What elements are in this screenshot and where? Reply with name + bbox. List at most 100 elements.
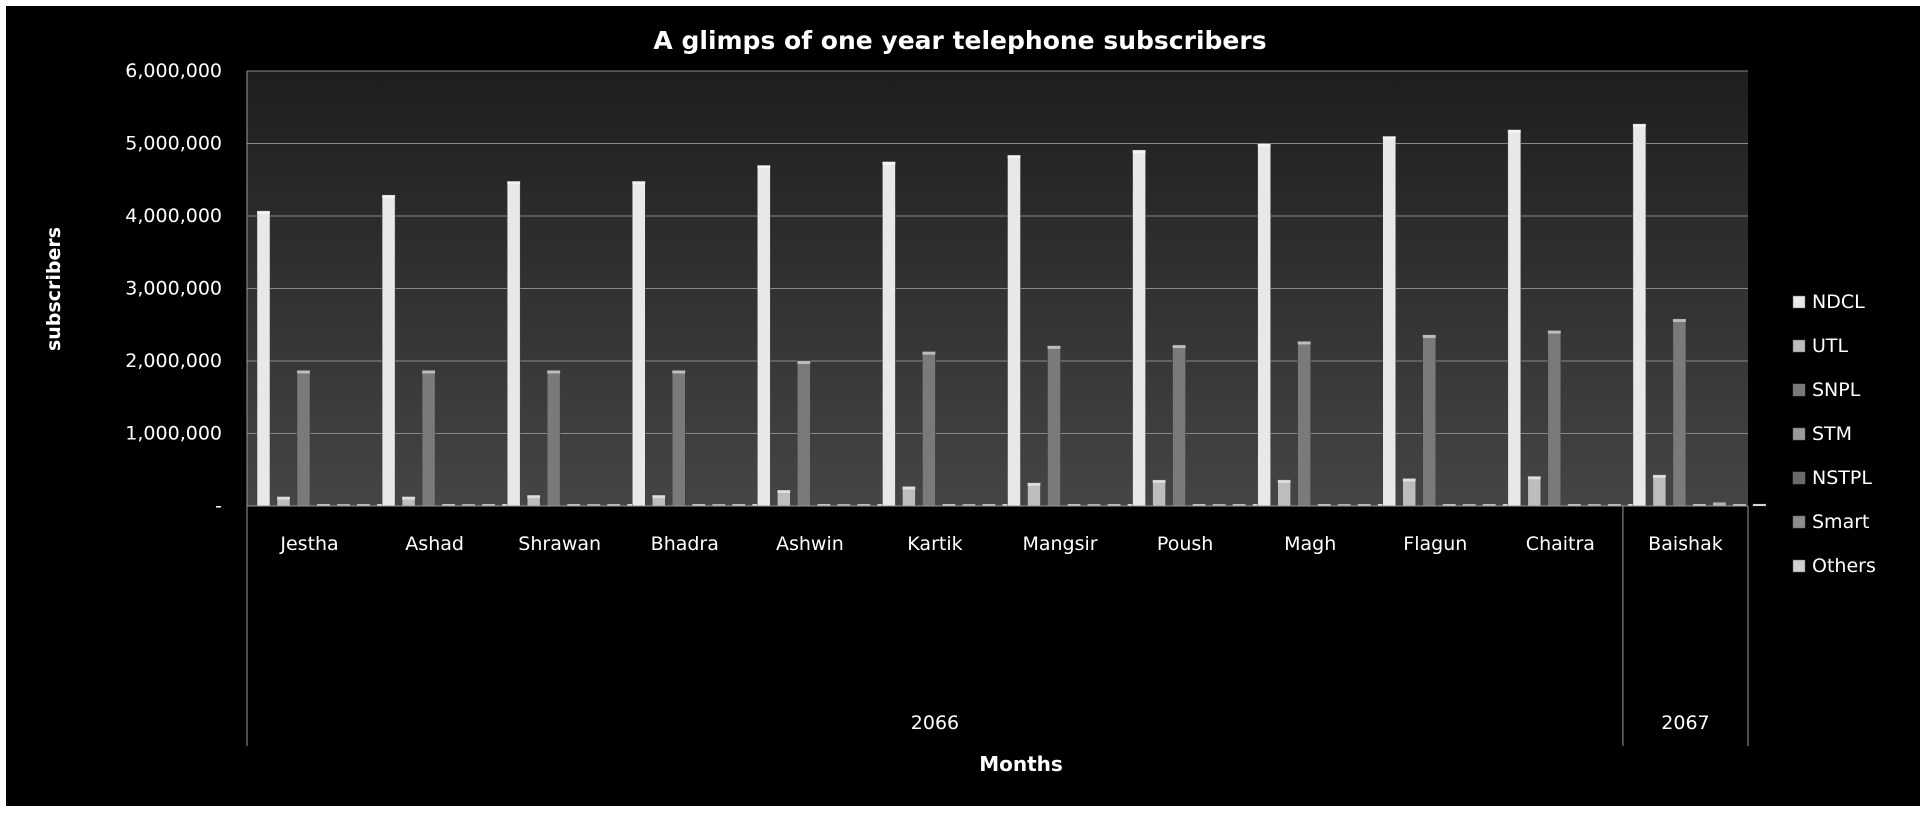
- bar-cap: [1172, 345, 1186, 349]
- x-tick-label: Ashad: [405, 533, 464, 555]
- bar-ndcl-bhadra: [632, 180, 646, 507]
- bars: [256, 123, 1767, 507]
- bar-cap: [442, 504, 456, 506]
- bar-cap: [962, 504, 976, 506]
- bar-cap: [567, 504, 581, 506]
- bar-cap: [1442, 504, 1456, 506]
- x-group-label: 2066: [911, 712, 959, 734]
- bar-cap: [1402, 478, 1416, 482]
- x-tick-label: Kartik: [907, 533, 962, 555]
- bar-snpl-flagun: [1422, 334, 1436, 507]
- bar-cap: [1047, 345, 1061, 349]
- bar-cap: [1587, 504, 1601, 506]
- bar-snpl-poush: [1172, 344, 1186, 507]
- bar-utl-poush: [1152, 479, 1166, 507]
- y-axis-ticks: - 1,000,000 2,000,000 3,000,000 4,000,000 5,0…: [125, 60, 248, 517]
- bar-cap: [1232, 504, 1246, 506]
- bar-cap: [1257, 143, 1271, 147]
- legend-swatch-stm: [1792, 427, 1806, 441]
- bar-cap: [1632, 123, 1646, 127]
- chart-title: A glimps of one year telephone subscribe…: [653, 26, 1266, 55]
- x-tick-label: Poush: [1157, 533, 1213, 555]
- bar-cap: [982, 504, 996, 506]
- bar-snpl-ashad: [421, 370, 436, 507]
- x-tick-label: Flagun: [1403, 533, 1467, 555]
- bar-cap: [1482, 504, 1496, 506]
- bar-ndcl-jestha: [256, 210, 271, 507]
- bar-ndcl-chaitra: [1507, 129, 1522, 507]
- x-tick-label: Shrawan: [518, 533, 601, 555]
- bar-cap: [1152, 479, 1166, 483]
- bar-cap: [1027, 482, 1041, 486]
- legend-label-nstpl: NSTPL: [1812, 467, 1872, 489]
- x-tick-label: Bhadra: [651, 533, 719, 555]
- bar-cap: [462, 504, 476, 506]
- bar-snpl-baishak: [1672, 318, 1687, 507]
- legend-label-ndcl: NDCL: [1812, 291, 1865, 313]
- legend-label-stm: STM: [1812, 423, 1852, 445]
- bar-cap: [1297, 341, 1311, 345]
- legend-swatch-nstpl: [1792, 471, 1806, 485]
- bar-snpl-magh: [1297, 341, 1311, 507]
- bar-snpl-kartik: [922, 351, 936, 507]
- bar-cap: [257, 210, 270, 214]
- bar-cap: [607, 504, 621, 506]
- y-axis-label: subscribers: [43, 227, 65, 351]
- bar-cap: [1672, 318, 1686, 322]
- bar-ndcl-poush: [1132, 149, 1146, 507]
- bar-cap: [817, 504, 831, 506]
- bar-cap: [1752, 504, 1766, 506]
- bar-cap: [1007, 155, 1021, 159]
- bar-snpl-chaitra: [1547, 330, 1562, 507]
- bar-cap: [1087, 504, 1101, 506]
- bar-utl-mangsir: [1027, 482, 1041, 507]
- legend-label-snpl: SNPL: [1812, 379, 1861, 401]
- bar-cap: [382, 194, 396, 198]
- x-tick-label: Magh: [1284, 533, 1336, 555]
- bar-cap: [1422, 334, 1436, 338]
- legend: NDCL UTL SNPL STM NSTPL Smart Others: [1792, 291, 1876, 577]
- legend-swatch-utl: [1792, 339, 1806, 353]
- bar-cap: [902, 486, 916, 490]
- chart-frame: A glimps of one year telephone subscribe…: [6, 6, 1920, 806]
- bar-cap: [757, 165, 771, 169]
- bar-cap: [857, 504, 871, 506]
- bar-cap: [422, 370, 436, 374]
- bar-utl-flagun: [1402, 478, 1416, 507]
- bar-snpl-mangsir: [1047, 345, 1061, 507]
- x-tick-label: Jestha: [279, 533, 338, 555]
- bar-utl-baishak: [1652, 474, 1667, 507]
- bar-cap: [317, 504, 330, 506]
- bar-cap: [587, 504, 601, 506]
- x-tick-label: Chaitra: [1526, 533, 1595, 555]
- bar-cap: [942, 504, 956, 506]
- bar-cap: [1732, 504, 1746, 506]
- bar-ndcl-ashwin: [757, 165, 771, 507]
- bar-snpl-jestha: [296, 370, 311, 507]
- legend-label-others: Others: [1812, 555, 1876, 577]
- bar-cap: [337, 504, 350, 506]
- bar-cap: [1132, 150, 1146, 154]
- y-tick-label: 3,000,000: [125, 278, 222, 300]
- bar-utl-chaitra: [1527, 476, 1542, 507]
- bar-cap: [1337, 504, 1351, 506]
- bar-cap: [692, 504, 706, 506]
- bar-cap: [672, 370, 686, 374]
- bar-cap: [1317, 504, 1331, 506]
- bar-cap: [482, 504, 496, 506]
- bar-cap: [712, 504, 726, 506]
- y-tick-label: 2,000,000: [125, 350, 222, 372]
- bar-cap: [357, 504, 370, 506]
- bar-cap: [1547, 330, 1561, 334]
- y-tick-label: 5,000,000: [125, 133, 222, 155]
- bar-cap: [1192, 504, 1206, 506]
- bar-cap: [507, 181, 521, 185]
- x-tick-label: Mangsir: [1022, 533, 1097, 555]
- bar-cap: [1567, 504, 1581, 506]
- y-tick-label: 4,000,000: [125, 205, 222, 227]
- bar-cap: [1607, 504, 1621, 506]
- bar-cap: [1067, 504, 1081, 506]
- bar-cap: [1527, 476, 1541, 480]
- bar-ndcl-baishak: [1632, 123, 1647, 507]
- bar-cap: [1507, 129, 1521, 133]
